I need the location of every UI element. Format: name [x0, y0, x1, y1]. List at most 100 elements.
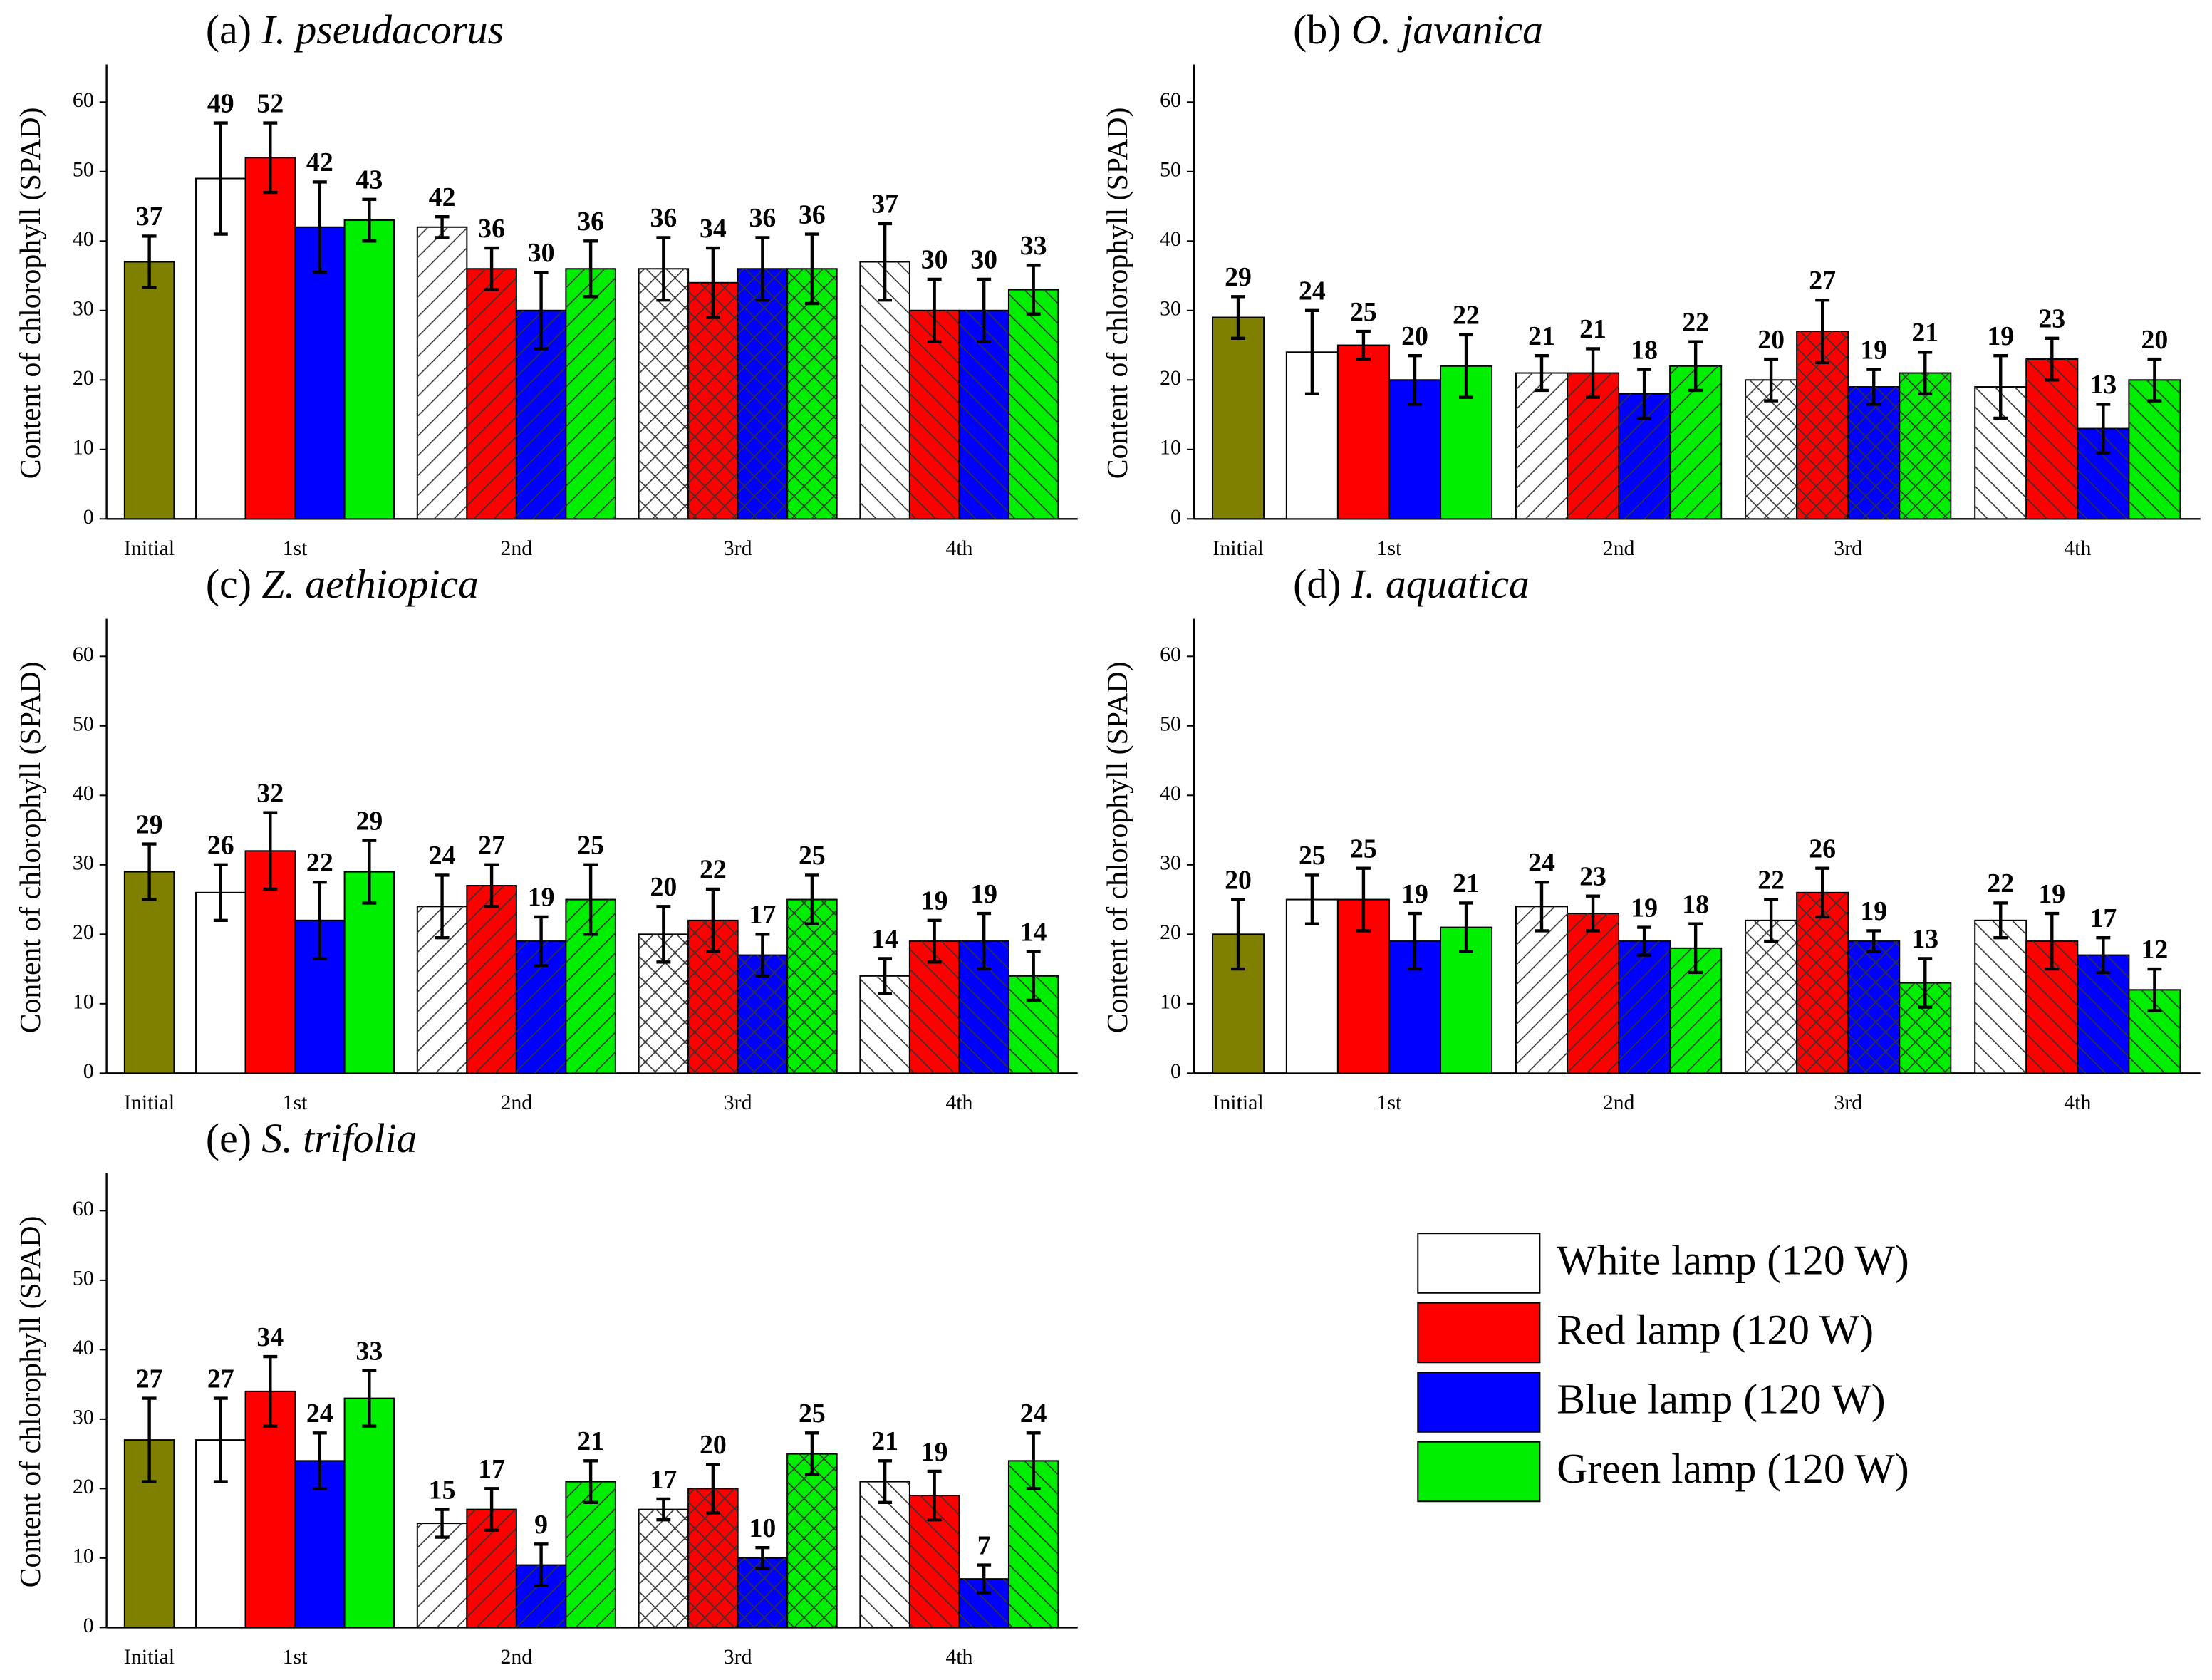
x-tick-label: 3rd	[724, 1645, 752, 1669]
data-label: 30	[921, 245, 948, 275]
bar-hatch	[1745, 380, 1797, 519]
bar-hatch	[1515, 906, 1568, 1074]
data-label: 32	[256, 778, 284, 808]
y-tick-label: 20	[73, 366, 94, 390]
data-label: 36	[577, 207, 604, 237]
y-axis-label: Content of chlorophyll (SPAD)	[14, 662, 47, 1034]
y-tick-label: 40	[1160, 782, 1181, 805]
x-tick-label: 2nd	[500, 536, 532, 560]
data-label: 12	[2141, 935, 2169, 965]
data-label: 29	[1225, 262, 1252, 292]
bar-hatch	[1745, 920, 1797, 1074]
x-tick-label: Initial	[124, 1091, 175, 1114]
x-tick-label: Initial	[124, 536, 175, 560]
title-species: O. javanica	[1351, 8, 1543, 53]
data-label: 43	[355, 165, 383, 195]
data-label: 19	[1987, 321, 2014, 351]
data-label: 22	[1453, 301, 1480, 331]
legend-label: Blue lamp (120 W)	[1557, 1376, 1885, 1423]
y-tick-label: 0	[83, 505, 94, 529]
data-label: 23	[1579, 861, 1606, 891]
bar-hatch	[566, 1481, 616, 1628]
data-label: 20	[1401, 321, 1428, 351]
y-axis-label: Content of chlorophyll (SPAD)	[14, 108, 47, 479]
data-label: 15	[429, 1475, 456, 1505]
bar-hatch	[1797, 892, 1849, 1074]
x-tick-label: 2nd	[500, 1091, 532, 1114]
y-tick-label: 30	[1160, 851, 1181, 875]
bar	[343, 219, 395, 520]
x-tick-label: 4th	[945, 1645, 972, 1669]
bar-hatch	[909, 310, 960, 519]
x-tick-label: 3rd	[1834, 1091, 1862, 1114]
bar-hatch	[787, 1453, 837, 1628]
chart-title: (a) I. pseudacorus	[206, 8, 504, 53]
title-prefix: (e)	[206, 1116, 251, 1161]
y-tick-label: 50	[73, 158, 94, 182]
data-label: 33	[1020, 231, 1047, 261]
data-label: 20	[1757, 325, 1785, 355]
legend-swatch	[1417, 1233, 1541, 1294]
x-tick-label: 3rd	[724, 536, 752, 560]
y-tick-label: 10	[73, 1545, 94, 1568]
data-label: 22	[700, 855, 727, 885]
title-prefix: (a)	[206, 8, 251, 53]
x-tick-label: 3rd	[724, 1091, 752, 1114]
y-tick-label: 60	[73, 643, 94, 666]
data-label: 26	[1809, 834, 1836, 864]
bar	[294, 226, 346, 520]
y-tick-label: 50	[1160, 712, 1181, 736]
bar	[1336, 344, 1390, 520]
data-label: 19	[2038, 879, 2065, 909]
legend-swatch	[1417, 1372, 1541, 1433]
data-label: 13	[1911, 924, 1938, 954]
data-label: 9	[534, 1510, 548, 1540]
y-tick-label: 40	[73, 1336, 94, 1359]
y-tick-label: 0	[83, 1059, 94, 1083]
data-label: 20	[700, 1430, 727, 1460]
data-label: 37	[871, 190, 898, 219]
data-label: 36	[478, 214, 505, 244]
x-tick-label: 2nd	[1603, 1091, 1635, 1114]
data-label: 22	[1987, 868, 2014, 898]
data-label: 25	[1350, 297, 1377, 327]
title-species: S. trifolia	[261, 1116, 417, 1161]
bar-hatch	[860, 261, 910, 519]
data-label: 19	[921, 886, 948, 916]
data-label: 7	[977, 1530, 991, 1560]
data-label: 21	[577, 1426, 604, 1456]
y-tick-label: 10	[1160, 990, 1181, 1014]
data-label: 17	[2089, 903, 2117, 933]
data-label: 19	[921, 1437, 948, 1467]
data-label: 17	[749, 900, 776, 930]
bar-hatch	[1899, 373, 1951, 519]
y-tick-label: 0	[83, 1614, 94, 1637]
x-tick-label: 1st	[283, 1091, 308, 1114]
bar-hatch	[1619, 941, 1671, 1074]
chart-title: (d) I. aquatica	[1293, 562, 1530, 607]
y-tick-label: 10	[1160, 436, 1181, 460]
data-label: 42	[429, 182, 456, 212]
data-label: 21	[1528, 321, 1555, 351]
bar-hatch	[417, 1523, 467, 1628]
x-tick-label: 2nd	[1603, 536, 1635, 560]
data-label: 24	[1299, 276, 1326, 306]
x-tick-label: 4th	[945, 1091, 972, 1114]
data-label: 21	[871, 1426, 898, 1456]
y-tick-label: 60	[1160, 88, 1181, 112]
bar-hatch	[860, 1481, 910, 1628]
title-prefix: (b)	[1293, 8, 1341, 53]
y-tick-label: 60	[73, 1197, 94, 1220]
data-label: 19	[1401, 879, 1428, 909]
data-label: 36	[650, 203, 677, 233]
data-label: 14	[1020, 917, 1047, 947]
data-label: 36	[749, 203, 776, 233]
data-label: 21	[1579, 314, 1606, 344]
x-tick-label: 4th	[945, 536, 972, 560]
data-label: 20	[2141, 325, 2169, 355]
data-label: 29	[355, 806, 383, 836]
bar-hatch	[2026, 359, 2078, 519]
title-species: I. pseudacorus	[261, 8, 504, 53]
legend-label: Red lamp (120 W)	[1557, 1306, 1874, 1353]
